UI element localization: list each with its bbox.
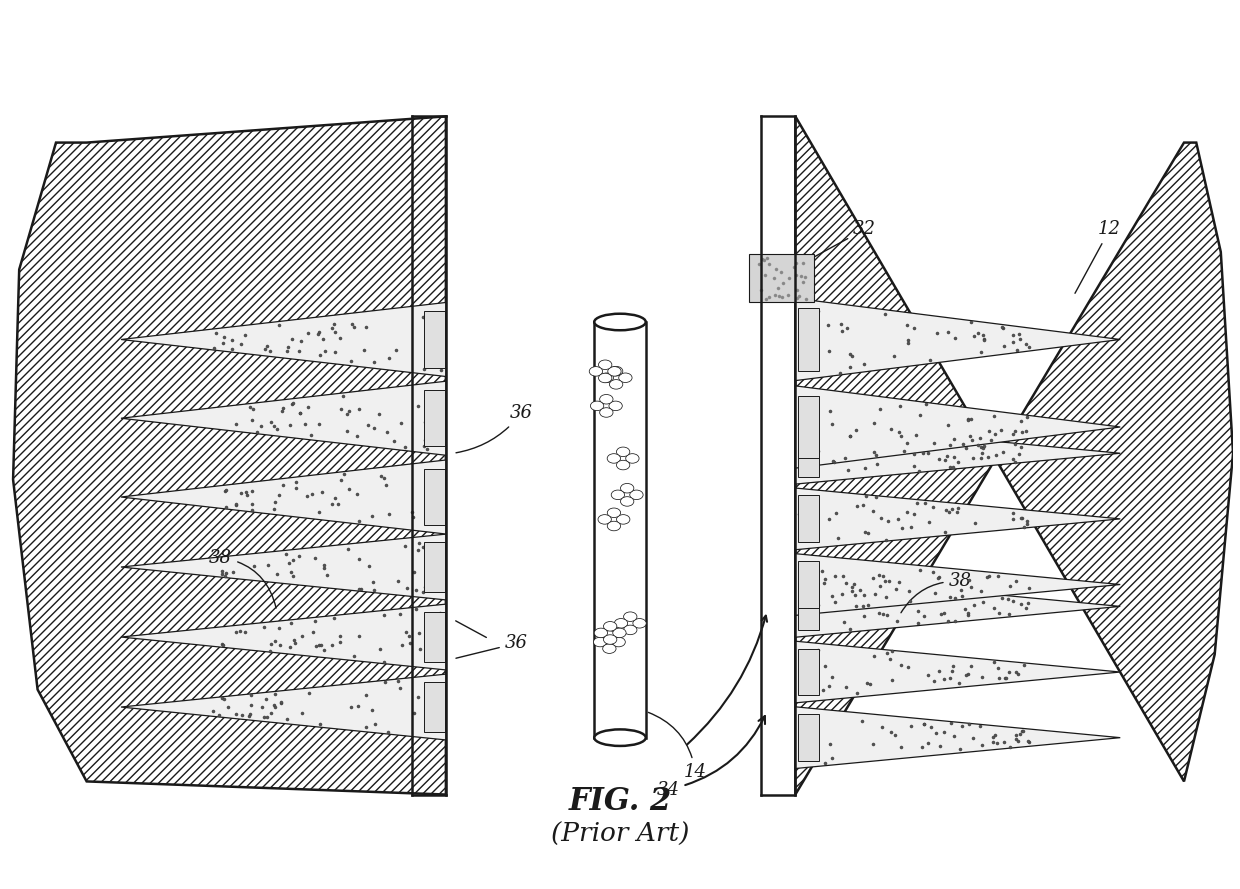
Text: 12: 12: [1075, 220, 1121, 293]
Bar: [424, 542, 445, 592]
Text: 32: 32: [770, 220, 875, 281]
Bar: [797, 308, 818, 371]
Circle shape: [600, 373, 614, 382]
Text: 36: 36: [456, 404, 533, 453]
Polygon shape: [122, 381, 446, 455]
Polygon shape: [795, 116, 1233, 795]
Circle shape: [609, 380, 622, 389]
Circle shape: [599, 360, 611, 370]
Polygon shape: [795, 707, 1120, 768]
Circle shape: [616, 461, 630, 469]
Circle shape: [594, 629, 608, 637]
Circle shape: [613, 637, 625, 647]
Circle shape: [589, 366, 603, 376]
Circle shape: [608, 521, 621, 531]
Polygon shape: [122, 460, 446, 534]
Circle shape: [619, 373, 632, 382]
Bar: [797, 396, 818, 458]
Circle shape: [614, 619, 627, 628]
Bar: [749, 253, 813, 302]
Text: 36: 36: [456, 635, 528, 658]
Circle shape: [626, 453, 639, 463]
Bar: [424, 311, 445, 368]
Bar: [424, 612, 445, 662]
Bar: [797, 429, 818, 477]
Circle shape: [609, 401, 622, 411]
Circle shape: [608, 453, 620, 463]
Circle shape: [599, 373, 611, 383]
Text: 34: 34: [657, 716, 765, 798]
Bar: [797, 649, 818, 695]
Circle shape: [609, 366, 622, 376]
Polygon shape: [122, 605, 446, 670]
Circle shape: [630, 490, 644, 500]
Circle shape: [594, 637, 606, 647]
Polygon shape: [122, 534, 446, 600]
Circle shape: [620, 497, 634, 506]
Circle shape: [603, 644, 616, 653]
Bar: [424, 390, 445, 446]
Circle shape: [600, 395, 613, 404]
Ellipse shape: [594, 314, 646, 330]
Polygon shape: [795, 386, 1120, 469]
Polygon shape: [122, 674, 446, 740]
Circle shape: [616, 447, 630, 457]
Circle shape: [604, 635, 616, 645]
Circle shape: [603, 630, 616, 640]
Circle shape: [611, 490, 625, 500]
Circle shape: [616, 515, 630, 525]
Circle shape: [624, 625, 637, 635]
Bar: [797, 714, 818, 761]
Polygon shape: [795, 554, 1120, 615]
Circle shape: [632, 619, 646, 628]
Bar: [797, 495, 818, 542]
Circle shape: [624, 612, 637, 621]
Circle shape: [600, 408, 613, 417]
Text: 38: 38: [901, 573, 972, 613]
Text: (Prior Art): (Prior Art): [551, 821, 689, 846]
Polygon shape: [795, 488, 1120, 549]
Bar: [797, 583, 818, 629]
Polygon shape: [795, 299, 1120, 380]
Ellipse shape: [594, 729, 646, 746]
Text: FIG. 2: FIG. 2: [568, 786, 672, 817]
Bar: [594, 322, 646, 738]
Circle shape: [608, 508, 621, 517]
Circle shape: [590, 401, 604, 411]
Bar: [797, 561, 818, 608]
Circle shape: [613, 629, 626, 637]
Circle shape: [620, 484, 634, 493]
Bar: [424, 469, 445, 525]
Circle shape: [608, 366, 621, 376]
Polygon shape: [795, 641, 1120, 703]
Circle shape: [604, 621, 616, 631]
Text: 14: 14: [649, 712, 707, 781]
Polygon shape: [14, 116, 446, 795]
Bar: [424, 682, 445, 732]
Text: 38: 38: [210, 549, 277, 608]
Polygon shape: [122, 302, 446, 377]
Polygon shape: [795, 422, 1120, 485]
Circle shape: [598, 515, 611, 525]
Polygon shape: [795, 575, 1120, 637]
